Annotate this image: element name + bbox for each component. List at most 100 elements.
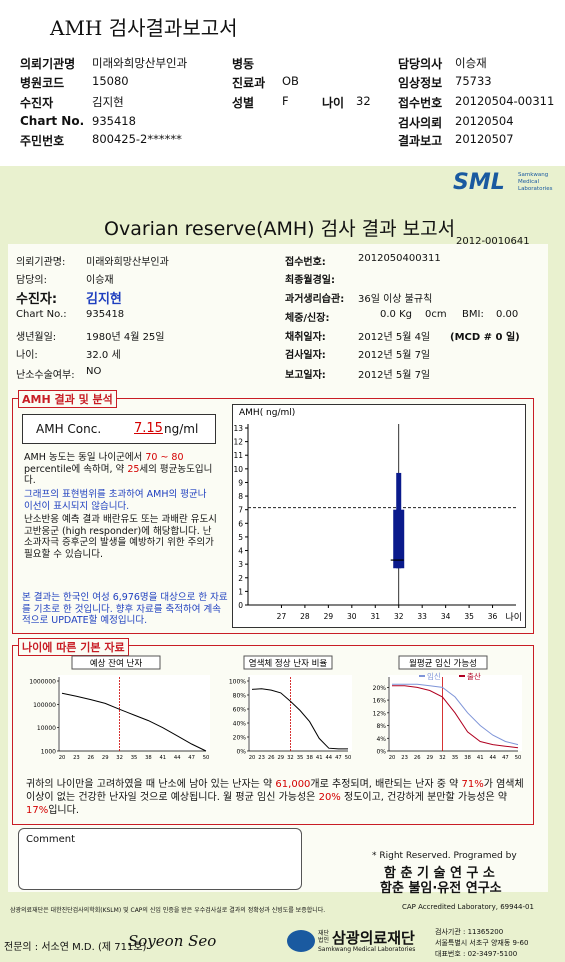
logo: SML xyxy=(453,170,505,195)
info-label: 담당의: xyxy=(16,275,47,286)
x-tick-label: 41 xyxy=(159,755,166,761)
x-tick-label: 30 xyxy=(347,612,357,621)
info-value: NO xyxy=(86,366,102,377)
series-line xyxy=(392,683,519,746)
foundation: 삼광의료재단 xyxy=(332,929,415,947)
info-value: 2012050400311 xyxy=(358,253,441,264)
field-value: 이승재 xyxy=(455,56,487,70)
info-label: 보고일자: xyxy=(285,370,326,381)
field-value: 20120507 xyxy=(455,132,514,146)
legend-label: 출산 xyxy=(467,671,481,681)
field-value: 32 xyxy=(356,94,371,108)
y-tick-label: 10000 xyxy=(37,725,56,732)
text: 70 ~ 80 xyxy=(145,452,184,463)
chart-title: 염색체 정상 난자 비율 xyxy=(249,658,328,669)
info-value: 2012년 5월 4일 xyxy=(358,332,431,343)
x-tick-label: 44 xyxy=(174,755,181,761)
x-tick-label: 26 xyxy=(268,755,275,761)
chart-title-box xyxy=(71,655,161,670)
summary-text: 입니다. xyxy=(48,805,80,816)
y-tick-label: 4 xyxy=(238,547,243,556)
y-tick-label: 10 xyxy=(233,465,243,474)
y-tick-label: 4% xyxy=(376,736,386,743)
info-label: 채취일자: xyxy=(285,332,326,343)
chart-title: 월평균 임신 가능성 xyxy=(409,658,477,669)
y-tick-label: 100000 xyxy=(33,702,56,709)
x-tick-label: 26 xyxy=(414,755,421,761)
series-line xyxy=(251,688,348,750)
info-label: 최종월경일: xyxy=(285,275,335,286)
x-tick-label: 32 xyxy=(116,755,123,761)
chart-title-box xyxy=(398,655,488,670)
info-value: (MCD # 0 일) xyxy=(450,332,520,343)
analysis-text: 난소반응 예측 결과 배란유도 또는 과배란 유도시 고반응군 (high re… xyxy=(24,514,217,560)
y-tick-label: 0% xyxy=(236,749,246,756)
summary: 귀하의 나이만을 고려하였을 때 난소에 남아 있는 난자는 약 61,000개… xyxy=(26,778,526,817)
x-tick-label: 29 xyxy=(324,612,334,621)
field-label: 검사의뢰 xyxy=(398,116,443,130)
field-label: 의뢰기관명 xyxy=(20,57,76,71)
info-value: 미래와희망산부인과 xyxy=(86,257,169,268)
field-label: 성별 xyxy=(232,96,255,110)
plot-bg xyxy=(58,675,210,751)
y-tick-label: 16% xyxy=(373,698,387,705)
field-label: 접수번호 xyxy=(398,96,443,110)
x-tick-label: 35 xyxy=(297,755,304,761)
x-tick-label: 23 xyxy=(401,755,408,761)
x-tick-label: 36 xyxy=(488,612,498,621)
x-tick-label: 41 xyxy=(316,755,323,761)
x-tick-label: 47 xyxy=(188,755,195,761)
field-label: Chart No. xyxy=(20,114,85,128)
doc-no: 2012-0010641 xyxy=(456,236,530,247)
field-value: 미래와희망산부인과 xyxy=(92,56,188,70)
info-label: 체중/신장: xyxy=(285,313,330,324)
field-label: 진료과 xyxy=(232,76,266,90)
info-label: BMI: xyxy=(462,309,484,320)
series-line xyxy=(61,692,207,752)
field-label: 주민번호 xyxy=(20,134,65,148)
x-tick-label: 29 xyxy=(426,755,433,761)
cap: CAP Accredited Laboratory, 69944-01 xyxy=(402,903,534,911)
field-value: 800425-2****** xyxy=(92,132,182,146)
y-tick-label: 1000000 xyxy=(29,679,56,686)
x-tick-label: 20 xyxy=(249,755,256,761)
conc-unit: ng/ml xyxy=(164,422,199,436)
summary-text: 가 염색체이상이 없는 건강한 난자일 것으로 예상됩니다. 월 평균 임신 가… xyxy=(26,779,524,803)
summary-text: 정도이고, 건강하게 분만할 가능성은 약 xyxy=(340,792,508,803)
comment-box xyxy=(18,828,302,890)
series-line xyxy=(392,685,519,749)
foundation-logo xyxy=(287,930,315,952)
chart-title: 예상 잔여 난자 xyxy=(90,658,143,669)
x-tick-label: 38 xyxy=(306,755,313,761)
info-value: 2012년 5월 7일 xyxy=(358,370,431,381)
field-label: 수진자 xyxy=(20,96,54,110)
lab-name: 함춘 불임·유전 연구소 xyxy=(380,881,502,896)
phone: 대표번호 : 02-3497-5100 xyxy=(435,950,518,958)
x-tick-label: 47 xyxy=(335,755,342,761)
summary-text: 20% xyxy=(318,792,341,803)
x-tick-label: 41 xyxy=(477,755,484,761)
field-value: OB xyxy=(282,74,299,88)
conc-label: AMH Conc. xyxy=(36,422,102,436)
y-tick-label: 20% xyxy=(233,735,247,742)
section-title: 나이에 따른 기본 자료 xyxy=(18,638,129,656)
y-tick-label: 12% xyxy=(373,710,387,717)
x-tick-label: 44 xyxy=(325,755,332,761)
info-label: 나이: xyxy=(16,350,38,361)
analysis-note: 그래프의 표현범위를 초과하여 AMH의 평균나이선이 표시되지 않습니다. xyxy=(24,489,207,512)
info-label: 접수번호: xyxy=(285,257,326,268)
x-tick-label: 33 xyxy=(417,612,427,621)
section-title: AMH 결과 및 분석 xyxy=(18,390,117,408)
accreditation-note: 삼광의료재단은 대한진단검사의학회(KSLM) 및 CAP의 신임 인증을 받은… xyxy=(10,907,326,914)
basic-frame xyxy=(12,645,534,825)
info-value: 0.0 Kg xyxy=(380,309,412,320)
x-tick-label: 27 xyxy=(277,612,287,621)
info-label: 난소수술여부: xyxy=(16,370,75,381)
info-value: 0cm xyxy=(425,309,447,320)
info-value: 935418 xyxy=(86,309,125,320)
y-tick-label: 1000 xyxy=(41,749,56,756)
y-tick-label: 6 xyxy=(238,519,243,528)
x-tick-label: 50 xyxy=(345,755,352,761)
